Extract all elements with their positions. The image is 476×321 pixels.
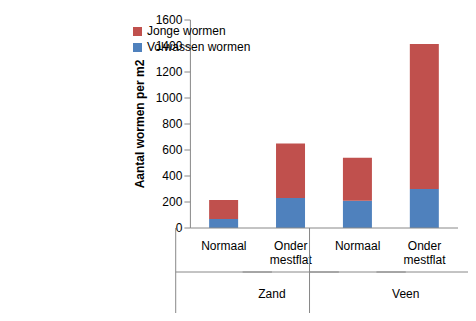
- svg-text:400: 400: [162, 169, 182, 183]
- svg-text:Aantal wormen per m2: Aantal wormen per m2: [133, 59, 147, 188]
- svg-text:1000: 1000: [156, 91, 183, 105]
- svg-text:Normaal: Normaal: [335, 239, 380, 253]
- svg-text:1400: 1400: [156, 39, 183, 53]
- svg-text:Veen: Veen: [392, 287, 419, 301]
- svg-text:600: 600: [162, 143, 182, 157]
- svg-text:800: 800: [162, 117, 182, 131]
- svg-text:Normaal: Normaal: [201, 239, 246, 253]
- svg-text:Zand: Zand: [258, 287, 285, 301]
- svg-text:1200: 1200: [156, 65, 183, 79]
- svg-text:Ondermestflat: Ondermestflat: [404, 239, 447, 267]
- svg-text:200: 200: [162, 195, 182, 209]
- svg-text:Ondermestflat: Ondermestflat: [270, 239, 313, 267]
- svg-text:1600: 1600: [156, 13, 183, 27]
- svg-text:0: 0: [176, 221, 183, 235]
